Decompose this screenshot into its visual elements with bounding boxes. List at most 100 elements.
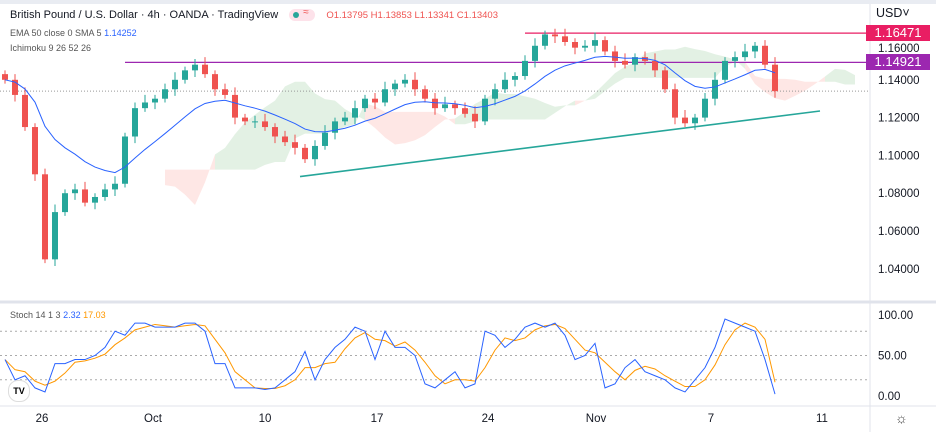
- ichimoku-cloud-segment: [565, 100, 575, 107]
- ichimoku-cloud-segment: [205, 154, 215, 183]
- candle-body: [372, 98, 378, 103]
- tradingview-logo-icon[interactable]: TV: [8, 380, 30, 402]
- candle-body: [462, 108, 468, 114]
- candle-body: [132, 108, 138, 137]
- candle: [312, 140, 318, 166]
- candle: [692, 113, 698, 130]
- candle-body: [282, 136, 288, 143]
- ema-value: 1.14252: [104, 28, 137, 38]
- stoch-k-line: [4, 318, 776, 395]
- candle: [532, 38, 538, 68]
- candle-body: [182, 70, 188, 80]
- candle: [102, 183, 108, 201]
- candle: [632, 53, 638, 72]
- currency-selector[interactable]: USD˅: [876, 6, 910, 20]
- candle-body: [332, 121, 338, 133]
- market-status-pill[interactable]: ≈: [289, 7, 316, 22]
- price-tick-label: 1.10000: [878, 150, 920, 162]
- legend-ichimoku[interactable]: Ichimoku 9 26 52 26: [10, 43, 91, 53]
- candle-body: [302, 147, 308, 160]
- candle-body: [752, 45, 758, 52]
- candle-body: [392, 83, 398, 90]
- ichimoku-cloud-segment: [515, 93, 525, 120]
- ichimoku-cloud-segment: [845, 69, 855, 85]
- candle-body: [602, 40, 608, 52]
- candle: [422, 85, 428, 103]
- candle: [182, 66, 188, 84]
- candle: [552, 28, 558, 43]
- candle: [402, 74, 408, 88]
- ichimoku-cloud-segment: [505, 93, 515, 120]
- candle: [262, 113, 268, 131]
- ichimoku-cloud-segment: [715, 54, 725, 78]
- candle: [242, 113, 248, 126]
- ichimoku-cloud-segment: [165, 169, 175, 187]
- candle-body: [142, 102, 148, 109]
- candle-body: [352, 108, 358, 118]
- candle-body: [252, 121, 258, 123]
- ichimoku-cloud-segment: [175, 169, 185, 195]
- candle-body: [2, 74, 8, 80]
- candle: [352, 100, 358, 125]
- candle: [62, 189, 68, 216]
- candle-body: [472, 113, 478, 122]
- ichimoku-cloud-segment: [265, 100, 275, 165]
- candle-body: [502, 79, 508, 90]
- stoch-tick-label: 50.00: [878, 351, 907, 363]
- candle: [482, 94, 488, 126]
- ichimoku-cloud-segment: [315, 93, 325, 134]
- market-open-icon: [293, 12, 300, 19]
- settings-gear-icon[interactable]: ☼: [895, 410, 908, 426]
- candle: [142, 94, 148, 112]
- ichimoku-cloud-segment: [305, 81, 315, 134]
- candle-body: [42, 174, 48, 260]
- candle: [252, 115, 258, 128]
- candle: [282, 130, 288, 146]
- candle-body: [62, 193, 68, 213]
- candle-body: [522, 60, 528, 77]
- ichimoku-cloud-segment: [545, 102, 555, 120]
- candle: [222, 83, 228, 99]
- candle-body: [162, 89, 168, 99]
- ichimoku-cloud-segment: [415, 111, 425, 141]
- ichimoku-label: Ichimoku 9 26 52 26: [10, 43, 92, 53]
- ichimoku-cloud-segment: [815, 76, 825, 85]
- candle: [272, 123, 278, 144]
- candle: [42, 168, 48, 264]
- candle: [702, 93, 708, 122]
- symbol-title[interactable]: British Pound / U.S. Dollar · 4h · OANDA…: [10, 9, 279, 21]
- ichimoku-cloud-segment: [615, 66, 625, 84]
- ichimoku-cloud-segment: [245, 114, 255, 170]
- stoch-d-value: 17.03: [83, 310, 106, 320]
- ema-label: EMA 50 close 0 SMA 5: [10, 28, 102, 38]
- stoch-k-value: 2.32: [63, 310, 81, 320]
- legend-stoch[interactable]: Stoch 14 1 3 2.32 17.03: [10, 310, 106, 320]
- candle-body: [652, 60, 658, 71]
- legend-ema[interactable]: EMA 50 close 0 SMA 5 1.14252: [10, 28, 137, 38]
- ichimoku-cloud-segment: [495, 92, 505, 120]
- candle-body: [12, 79, 18, 95]
- ichimoku-cloud-segment: [535, 98, 545, 120]
- candle: [2, 70, 8, 84]
- ichimoku-cloud-segment: [585, 93, 595, 101]
- candle: [162, 83, 168, 103]
- ohlc-values: O1.13795 H1.13853 L1.13341 C1.13403: [326, 10, 498, 21]
- candle: [72, 183, 78, 200]
- candle-body: [442, 104, 448, 109]
- ichimoku-cloud-segment: [575, 100, 585, 106]
- candle: [172, 72, 178, 96]
- candle-body: [222, 89, 228, 95]
- candle: [582, 40, 588, 52]
- candle-body: [242, 117, 248, 122]
- candle: [382, 81, 388, 107]
- candle-body: [202, 64, 208, 75]
- candle-body: [562, 36, 568, 42]
- candle-body: [612, 51, 618, 61]
- ichimoku-cloud-segment: [455, 111, 465, 125]
- ichimoku-cloud-segment: [435, 111, 445, 128]
- time-axis-label: 24: [482, 413, 495, 425]
- candle-body: [772, 64, 778, 92]
- candle-body: [682, 117, 688, 124]
